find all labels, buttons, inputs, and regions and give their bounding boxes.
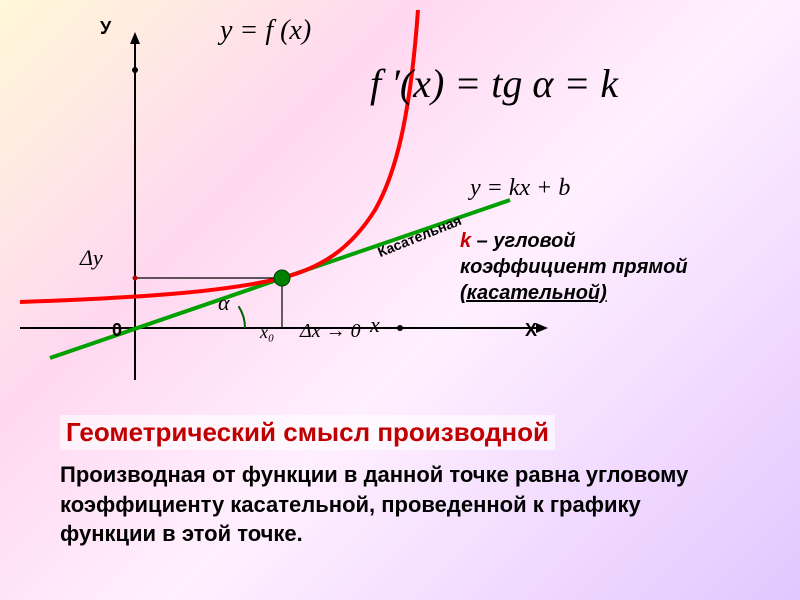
axis-origin-label: 0: [112, 320, 122, 341]
label-alpha: α: [218, 290, 230, 316]
label-delta-x: Δx → 0: [300, 320, 361, 343]
formula-main: y = f (x): [220, 15, 311, 47]
label-x0: x₀: [260, 322, 274, 343]
k-paren: (касательной): [460, 282, 607, 304]
k-note: k – угловой коэффициент прямой (касатель…: [460, 228, 700, 306]
axis-x-label: Х: [525, 320, 537, 341]
label-x: x: [370, 312, 380, 338]
formula-tangent-line: y = kx + b: [470, 175, 570, 202]
k-char: k: [460, 230, 471, 252]
k-rest: – угловой коэффициент прямой: [460, 230, 688, 278]
page-title: Геометрический смысл производной: [60, 415, 555, 450]
body-text: Производная от функции в данной точке ра…: [60, 460, 740, 549]
axis-y-label: У: [100, 18, 111, 39]
formula-derivative: f ′(x) = tg α = k: [370, 60, 618, 107]
label-delta-y: Δy: [80, 245, 103, 271]
